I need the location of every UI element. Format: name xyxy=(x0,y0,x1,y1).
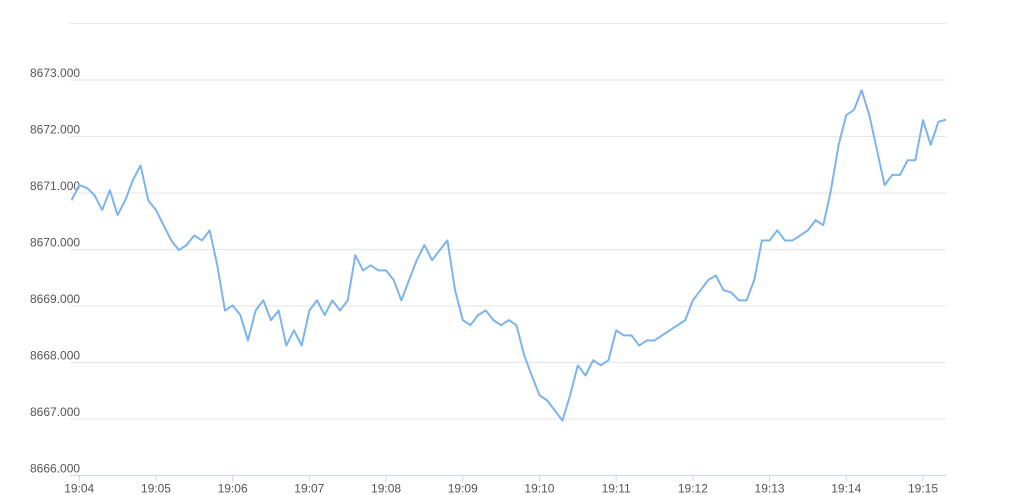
x-tick-label: 19:10 xyxy=(524,482,554,495)
x-tick-label: 19:14 xyxy=(831,482,861,495)
y-tick-label: 8672.000 xyxy=(30,123,80,137)
x-tick-label: 19:04 xyxy=(64,482,94,495)
line-series xyxy=(70,89,947,422)
x-tick-label: 19:11 xyxy=(602,482,631,495)
x-tick-label: 19:12 xyxy=(678,482,708,495)
x-tick-label: 19:06 xyxy=(218,482,248,495)
x-tick-label: 19:13 xyxy=(755,482,785,495)
y-tick-label: 8667.000 xyxy=(30,405,80,419)
x-tick-label: 19:07 xyxy=(294,482,324,495)
y-tick-label: 8670.000 xyxy=(30,236,80,250)
y-tick-label: 8669.000 xyxy=(30,292,80,306)
x-tick-label: 19:08 xyxy=(371,482,401,495)
y-tick-label: 8668.000 xyxy=(30,349,80,363)
y-tick-label: 8673.000 xyxy=(30,66,80,80)
y-tick-label: 8671.000 xyxy=(30,179,80,193)
x-tick-label: 19:15 xyxy=(908,482,938,495)
x-tick-label: 19:09 xyxy=(448,482,478,495)
y-tick-label: 8666.000 xyxy=(30,462,80,476)
x-tick-label: 19:05 xyxy=(141,482,171,495)
